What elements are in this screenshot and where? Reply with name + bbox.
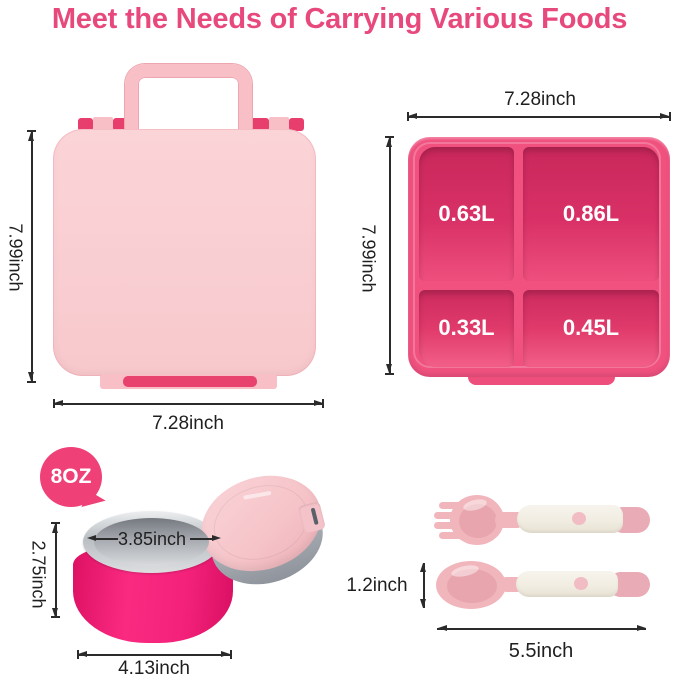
lunchbox-latch-right-middle (269, 117, 289, 131)
dim-cap (669, 112, 671, 121)
thermos-height-label: 2.75inch (28, 540, 49, 609)
bento-rim-ridge (413, 142, 661, 368)
bento-bottom-lip (468, 377, 615, 385)
thermos-width-label: 4.13inch (118, 658, 190, 677)
dim-cap (27, 130, 36, 132)
compartment-capacity-label: 0.63L (438, 201, 495, 226)
arrowhead-up (420, 563, 426, 572)
arrowhead-left (87, 535, 96, 541)
dim-line (55, 523, 57, 617)
arrowhead-left (54, 400, 63, 406)
arrowhead-down (386, 364, 392, 373)
lid-latch-slot (310, 507, 319, 526)
capacity-badge-bubble (40, 447, 102, 507)
lunchbox-latch-right-outer (289, 118, 304, 131)
bento-width-label: 7.28inch (504, 89, 576, 110)
arrowhead-down (52, 608, 58, 617)
dim-line (423, 563, 425, 608)
dim-line (437, 628, 646, 630)
arrowhead-up (52, 524, 58, 533)
lunchbox-latch-left-outer (78, 118, 93, 131)
dim-cap (385, 136, 394, 138)
arrowhead-right (221, 651, 230, 657)
utensil-length-label: 5.5inch (508, 640, 574, 662)
lunchbox-hinge-accent (123, 376, 257, 387)
fork-handle (517, 505, 623, 533)
arrowhead-right (637, 625, 646, 631)
arrowhead-right (314, 400, 323, 406)
lunchbox-width-label: 7.28inch (152, 413, 224, 434)
fork-tine (439, 502, 467, 509)
bento-compartment (523, 147, 659, 281)
utensil-depth-label: 1.2inch (346, 575, 408, 596)
page-title: Meet the Needs of Carrying Various Foods (51, 3, 628, 35)
thermos-diameter-label: 3.85inch (117, 529, 187, 549)
arrowhead-up (386, 138, 392, 147)
dim-line (77, 654, 231, 656)
fork-tine (439, 532, 467, 539)
dim-line (407, 116, 670, 118)
fork-head-inner (459, 504, 497, 538)
arrowhead-right (212, 535, 221, 541)
dim-line (190, 538, 214, 540)
lunchbox-handle (125, 64, 252, 130)
bento-compartment (523, 290, 659, 367)
fork-handle-dot (572, 512, 586, 525)
lunchbox-latch-left-middle (93, 117, 113, 131)
dim-cap (27, 381, 36, 383)
arrowhead-right (660, 113, 669, 119)
arrowhead-left (78, 651, 87, 657)
lunchbox-body (53, 129, 316, 376)
lunchbox-latch-right-inner (249, 118, 269, 131)
dim-line (53, 403, 324, 405)
arrowhead-left (438, 625, 447, 631)
spoon-handle-dot (574, 577, 588, 590)
arrowhead-up (28, 132, 34, 141)
dim-cap (385, 373, 394, 375)
dim-line (31, 131, 33, 381)
dim-cap (51, 522, 60, 524)
compartment-capacity-label: 0.86L (562, 201, 620, 226)
spoon-bowl-inner (447, 569, 497, 603)
bento-height-label: 7.99inch (358, 224, 379, 293)
capacity-badge-label: 8OZ (50, 465, 92, 488)
arrowhead-down (420, 599, 426, 608)
bento-compartment (419, 147, 514, 281)
lunchbox-height-label: 7.99inch (5, 223, 26, 292)
arrowhead-down (28, 372, 34, 381)
spoon-handle (516, 571, 618, 597)
dim-line (389, 137, 391, 374)
dim-cap (230, 650, 232, 659)
arrowhead-left (408, 113, 417, 119)
dim-line (94, 538, 118, 540)
compartment-capacity-label: 0.33L (438, 315, 495, 340)
bento-compartment (419, 290, 514, 367)
thermos-steel-interior (94, 518, 209, 566)
compartment-capacity-label: 0.45L (562, 315, 620, 340)
